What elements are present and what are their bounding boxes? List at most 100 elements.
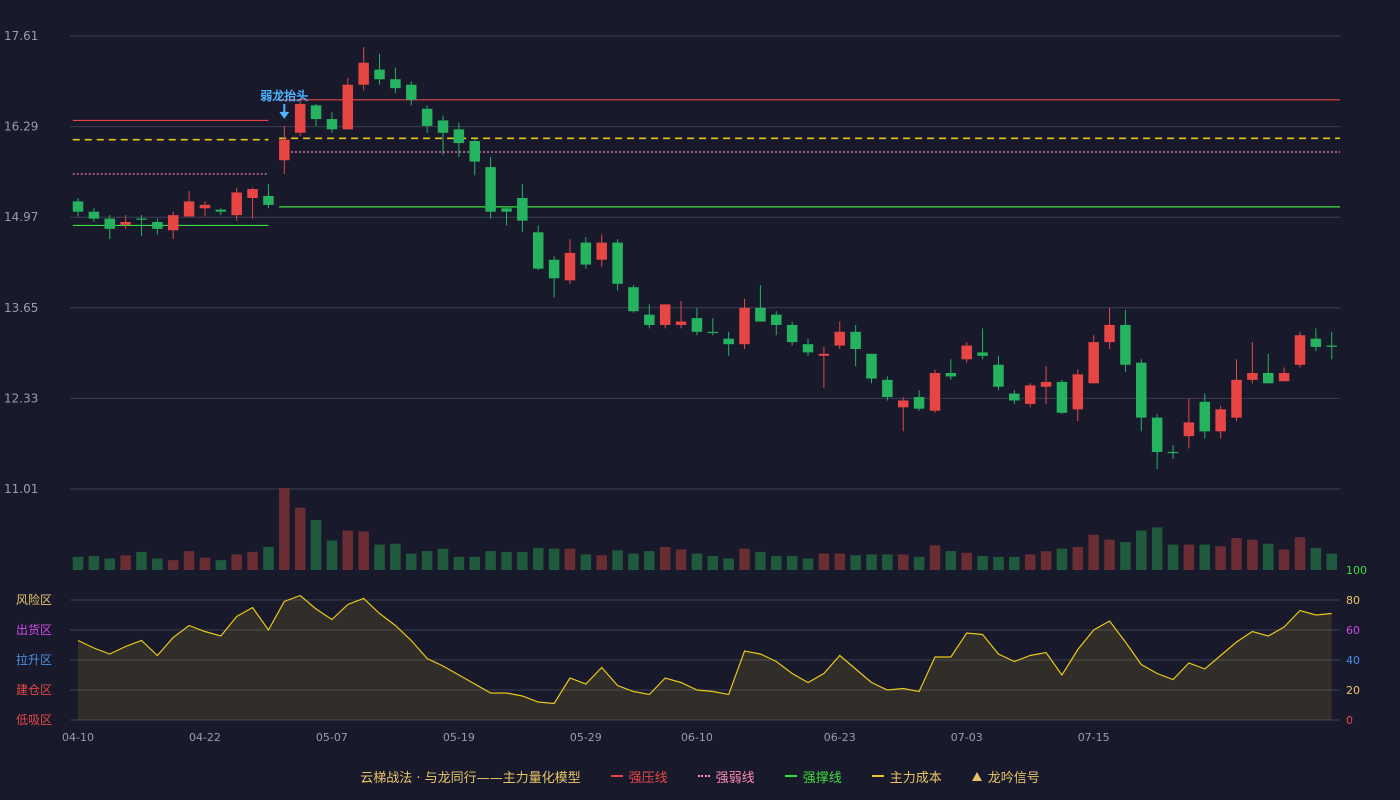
volume-bar	[1151, 527, 1163, 570]
indicator-tick-label: 40	[1346, 654, 1360, 667]
volume-bar	[1009, 556, 1020, 570]
signal-label: 弱龙抬头	[260, 88, 308, 103]
candle-body	[421, 108, 433, 126]
candle-body	[183, 201, 195, 217]
volume-bar	[723, 558, 734, 570]
volume-bar	[866, 554, 877, 570]
candle-body	[453, 129, 465, 144]
candle-body	[771, 314, 782, 325]
candle-body	[104, 218, 115, 229]
volume-bar	[596, 555, 607, 570]
candle-body	[802, 344, 814, 353]
volume-bar	[294, 507, 306, 570]
candle-body	[993, 364, 1004, 387]
candle-body	[231, 192, 242, 216]
candle-body	[1072, 374, 1084, 410]
price-axis: 17.61 16.29 14.97 13.65 12.33 11.01	[4, 29, 38, 496]
candle-body	[358, 62, 369, 85]
candle-body	[1056, 381, 1068, 413]
candle-body	[707, 331, 719, 334]
candle-body	[659, 304, 671, 325]
date-tick-label: 06-23	[824, 731, 856, 744]
candle-body	[1088, 342, 1099, 384]
volume-bar	[406, 553, 417, 570]
volume-bar	[691, 553, 703, 570]
volume-bar	[913, 556, 925, 570]
indicator-line	[77, 594, 1332, 705]
volume-bar	[310, 519, 322, 570]
zone-label: 风险区	[16, 592, 52, 607]
candle-body	[1040, 381, 1052, 387]
volume-bar	[1120, 542, 1131, 570]
volume-bar	[1167, 544, 1179, 570]
candle-body	[1294, 335, 1306, 365]
volume-bar	[961, 552, 972, 570]
candle-body	[1247, 373, 1258, 380]
candle-body	[532, 232, 544, 269]
candle-body	[88, 211, 100, 219]
volume-bar	[358, 531, 369, 570]
price-tick-label: 17.61	[4, 29, 38, 43]
volume-bar	[199, 557, 211, 570]
grid-lines	[70, 35, 1340, 490]
volume-bar	[882, 554, 893, 570]
candle-body	[1024, 385, 1036, 404]
zone-label: 出货区	[16, 622, 52, 637]
candle-body	[1199, 401, 1211, 432]
volume-bar	[152, 558, 163, 570]
volume-bar	[88, 556, 100, 570]
legend-item-main-cost: 主力成本	[871, 767, 942, 786]
candle-body	[913, 397, 925, 409]
candle-body	[1104, 324, 1115, 343]
volume-bar	[659, 547, 671, 570]
candle-body	[279, 139, 290, 161]
volume-bar	[977, 556, 988, 570]
volume-bar	[374, 544, 385, 570]
volume-bar	[1326, 553, 1337, 570]
candle-body	[723, 338, 734, 345]
volume-bar	[771, 556, 782, 570]
candle-body	[548, 259, 560, 279]
volume-bar	[437, 548, 449, 570]
volume-bar	[897, 554, 909, 570]
candle-body	[374, 69, 385, 80]
candle-body	[977, 352, 988, 356]
volume-bar	[548, 548, 560, 570]
date-tick-label: 05-19	[443, 731, 475, 744]
volume-bar	[469, 556, 480, 570]
indicator-tick-label: 0	[1346, 714, 1353, 727]
candle-body	[1326, 345, 1337, 347]
indicator-area	[78, 595, 1332, 720]
volume-bar	[1040, 551, 1052, 570]
candle-body	[1263, 373, 1274, 384]
volume-bar	[818, 553, 830, 570]
candle-body	[1167, 451, 1179, 454]
date-tick-label: 05-07	[316, 731, 348, 744]
volume-bar	[1231, 538, 1242, 570]
volume-bar	[421, 551, 433, 570]
candle-body	[961, 345, 972, 360]
candle-body	[390, 79, 401, 89]
volume-bar	[263, 547, 274, 570]
candle-body	[263, 195, 274, 205]
volume-bar	[1088, 534, 1099, 570]
volume-bar	[231, 554, 242, 570]
volume-bar	[1294, 537, 1306, 570]
candle-body	[675, 321, 687, 325]
volume-bar	[279, 488, 290, 570]
volume-bar	[786, 556, 798, 570]
zone-label: 低吸区	[16, 713, 52, 727]
volume-bar	[1104, 539, 1115, 570]
legend-item-strong-support: 强撑线	[784, 767, 842, 786]
volume-bar	[850, 555, 861, 570]
volume-bar	[167, 560, 179, 570]
volume-bar	[247, 551, 258, 570]
volume-bar	[675, 549, 687, 570]
candle-body	[834, 331, 846, 346]
candle-body	[1215, 409, 1226, 432]
candle-body	[755, 307, 766, 322]
legend: 云梯战法 · 与龙同行——主力量化模型 强压线 强弱线 强撑线 主力成本 龙吟信…	[0, 766, 1400, 786]
volume-bar	[580, 554, 592, 570]
volume-bar	[390, 543, 401, 570]
candle-body	[406, 84, 417, 100]
